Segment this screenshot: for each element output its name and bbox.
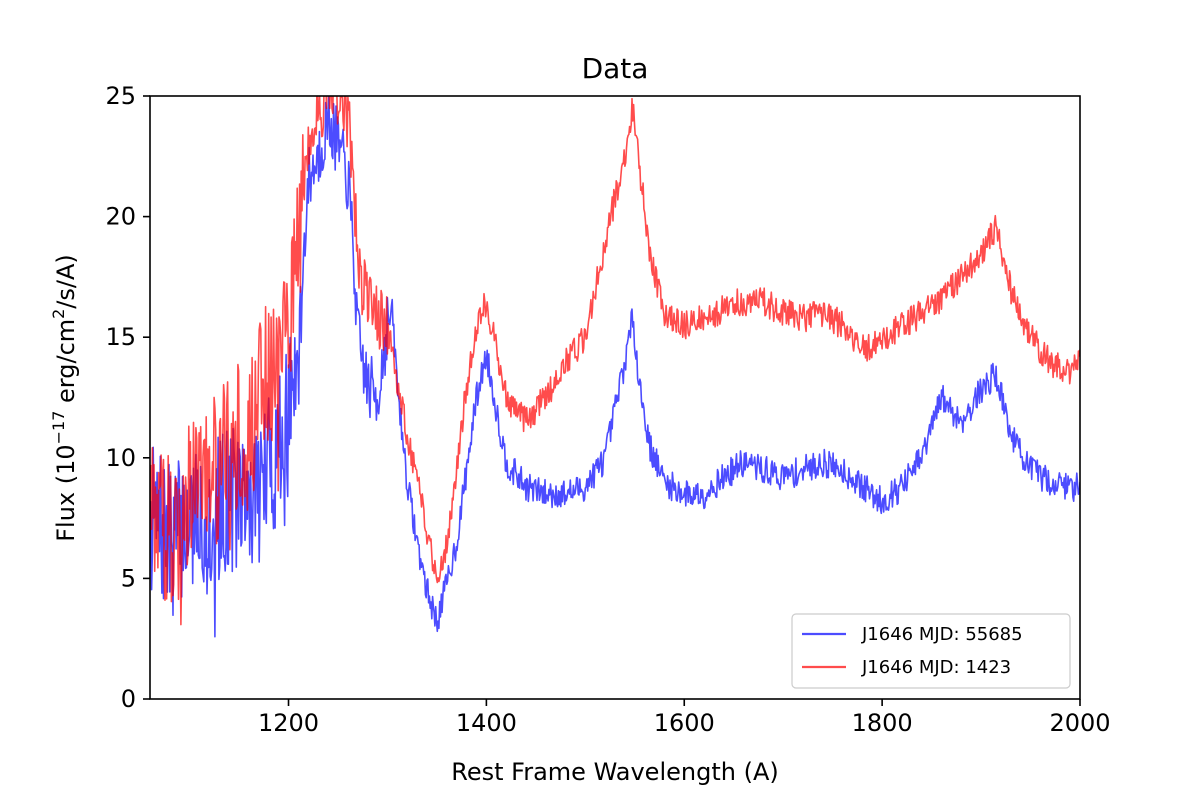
x-axis-ticks: 1200 1400 1600 1800 2000 [258,699,1111,737]
legend-box [791,613,1071,689]
x-tick-label: 1200 [258,709,319,737]
y-axis-label-prefix: Flux (10 [52,444,80,541]
y-axis-label-squared: 2 [49,309,68,319]
y-axis-label: Flux (10−17 erg/cm2/s/A) [49,254,80,542]
y-axis-label-exponent: −17 [49,411,68,445]
y-tick-label: 10 [105,444,136,472]
y-tick-label: 25 [105,82,136,110]
series-layer [150,96,1080,638]
y-axis-label-middle: erg/cm [52,319,80,411]
x-tick-label: 1400 [456,709,517,737]
legend-label-series-2: J1646 MJD: 1423 [861,657,1011,678]
x-tick-label: 1600 [654,709,715,737]
y-tick-label: 20 [105,203,136,231]
y-tick-label: 15 [105,323,136,351]
series-line-2 [150,96,1080,626]
x-axis-label: Rest Frame Wavelength (A) [451,758,778,786]
chart-title: Data [582,52,649,85]
x-tick-label: 1800 [852,709,913,737]
series-line-1 [150,96,1080,638]
plot-frame [149,95,1081,700]
y-axis-ticks: 0 5 10 15 20 25 [105,82,150,713]
y-tick-label: 0 [121,685,136,713]
y-tick-label: 5 [121,564,136,592]
x-tick-label: 2000 [1049,709,1110,737]
y-axis-label-suffix: /s/A) [52,254,80,308]
legend-label-series-1: J1646 MJD: 55685 [861,624,1023,645]
legend: J1646 MJD: 55685 J1646 MJD: 1423 [791,613,1071,689]
